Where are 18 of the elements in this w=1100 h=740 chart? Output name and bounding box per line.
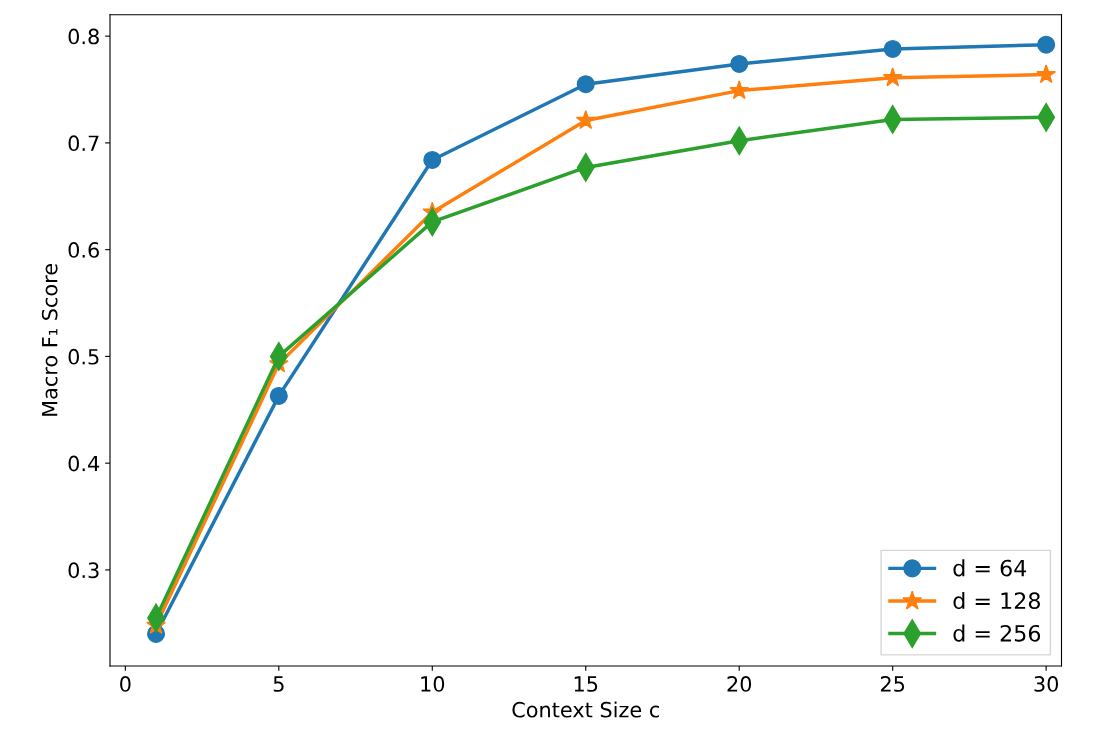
legend-label: d = 128 [953, 591, 1040, 610]
x-tick-label: 15 [574, 676, 598, 692]
x-tick-label: 0 [120, 676, 131, 692]
y-axis-title: Macro F₁ Score [41, 264, 58, 416]
y-tick-label: 0.5 [68, 348, 99, 365]
x-tick-label: 10 [421, 676, 445, 692]
x-tick-label: 5 [273, 676, 284, 692]
y-tick-label: 0.8 [68, 28, 99, 45]
y-tick-label: 0.4 [68, 455, 100, 472]
y-tick-label: 0.7 [68, 135, 99, 152]
legend-label: d = 64 [953, 559, 1027, 577]
x-tick-label: 20 [727, 676, 752, 692]
x-tick-label: 25 [880, 676, 905, 692]
legend-label: d = 256 [953, 624, 1041, 642]
x-axis-title: Context Size c [512, 701, 659, 718]
y-tick-label: 0.3 [68, 562, 99, 579]
y-tick-label: 0.6 [68, 242, 99, 258]
x-tick-label: 30 [1034, 676, 1059, 692]
